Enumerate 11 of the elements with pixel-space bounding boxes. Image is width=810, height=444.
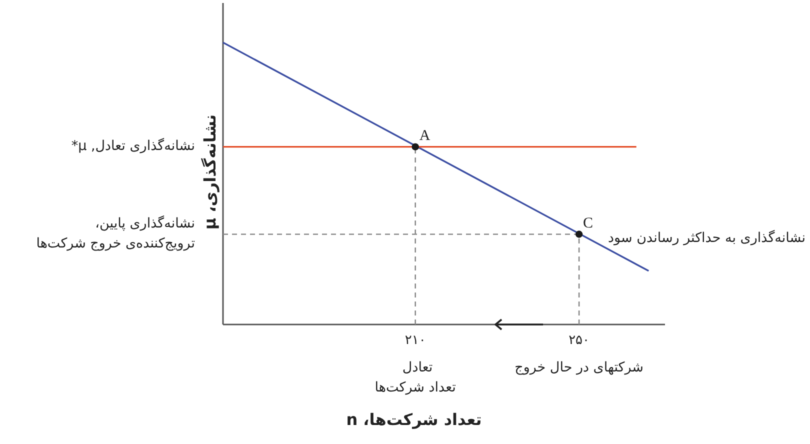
annotation: شرکتهای در حال خروج	[514, 360, 644, 376]
y-axis-title: نشانه‌گذاری، μ	[199, 114, 220, 230]
annotation: تعادل تعداد شرکت‌ها	[374, 360, 456, 396]
series-label: C	[583, 215, 594, 232]
series-label: نشانه‌گذاری به حداکثر رساندن سود	[608, 228, 806, 248]
x-tick-label: ۲۵۰	[568, 332, 590, 350]
x-axis-title: تعداد شرکت‌ها، n	[346, 409, 482, 431]
text: نشانه‌گذاری پایین، ترویج‌کننده‌ی خروج شرکت‌ها	[36, 214, 195, 254]
series-label: A	[419, 128, 430, 144]
x-tick-label: ۲۱۰	[404, 332, 426, 350]
text: نشانه‌گذاری تعادل, μ*	[71, 137, 195, 156]
